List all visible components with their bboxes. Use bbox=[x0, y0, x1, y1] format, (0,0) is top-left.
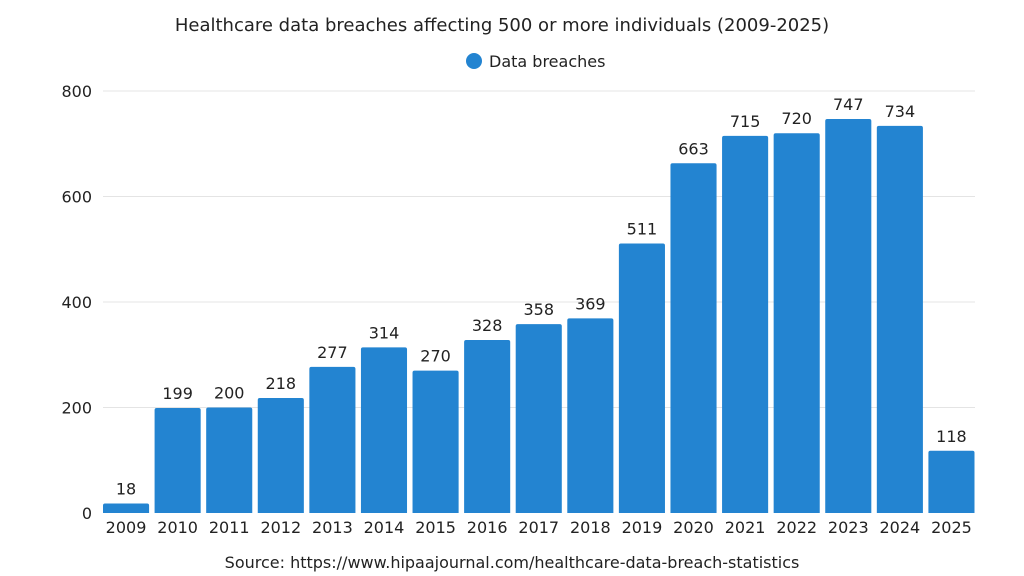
data-label: 200 bbox=[214, 384, 245, 403]
bar-2020 bbox=[670, 163, 717, 513]
data-label: 18 bbox=[116, 480, 136, 499]
x-tick-label: 2021 bbox=[725, 518, 766, 537]
bar-2016 bbox=[464, 339, 511, 513]
data-label: 328 bbox=[472, 316, 503, 335]
bar-2010 bbox=[154, 408, 201, 513]
bar-2018 bbox=[567, 318, 614, 513]
bar-2012 bbox=[257, 398, 304, 513]
data-label: 358 bbox=[523, 300, 554, 319]
legend-label: Data breaches bbox=[489, 52, 605, 71]
data-label: 118 bbox=[936, 427, 967, 446]
y-tick-label: 0 bbox=[82, 504, 92, 523]
x-tick-label: 2020 bbox=[673, 518, 714, 537]
bar-2017 bbox=[515, 324, 562, 513]
source-note: Source: https://www.hipaajournal.com/hea… bbox=[225, 553, 800, 572]
x-tick-label: 2019 bbox=[622, 518, 663, 537]
y-tick-label: 200 bbox=[61, 399, 92, 418]
data-label: 277 bbox=[317, 343, 348, 362]
data-label: 715 bbox=[730, 112, 761, 131]
data-label: 511 bbox=[627, 219, 658, 238]
bar-2015 bbox=[412, 370, 459, 513]
x-tick-label: 2016 bbox=[467, 518, 508, 537]
x-tick-label: 2022 bbox=[776, 518, 817, 537]
x-tick-label: 2015 bbox=[415, 518, 456, 537]
bar-2013 bbox=[309, 366, 356, 513]
bar-2019 bbox=[618, 243, 665, 513]
bar-2024 bbox=[876, 125, 923, 513]
x-tick-label: 2012 bbox=[260, 518, 301, 537]
data-label: 218 bbox=[266, 374, 297, 393]
x-tick-label: 2013 bbox=[312, 518, 353, 537]
x-tick-label: 2009 bbox=[106, 518, 147, 537]
data-label: 747 bbox=[833, 95, 864, 114]
y-tick-label: 600 bbox=[61, 188, 92, 207]
x-tick-label: 2010 bbox=[157, 518, 198, 537]
bar-2014 bbox=[360, 347, 408, 513]
data-label: 270 bbox=[420, 347, 451, 366]
x-tick-label: 2018 bbox=[570, 518, 611, 537]
x-tick-label: 2017 bbox=[518, 518, 559, 537]
y-tick-label: 400 bbox=[61, 293, 92, 312]
x-tick-label: 2025 bbox=[931, 518, 972, 537]
data-label: 199 bbox=[162, 384, 193, 403]
data-label: 369 bbox=[575, 294, 606, 313]
x-tick-label: 2011 bbox=[209, 518, 250, 537]
legend: Data breaches bbox=[466, 52, 605, 71]
x-tick-label: 2024 bbox=[880, 518, 921, 537]
bar-2022 bbox=[773, 133, 820, 513]
data-label: 314 bbox=[369, 323, 400, 342]
data-label: 734 bbox=[885, 102, 916, 121]
x-tick-label: 2023 bbox=[828, 518, 869, 537]
bar-2023 bbox=[825, 118, 872, 514]
bar-2009 bbox=[103, 503, 150, 513]
bar-2021 bbox=[722, 135, 769, 513]
legend-marker bbox=[466, 53, 482, 69]
y-tick-label: 800 bbox=[61, 82, 92, 101]
x-tick-label: 2014 bbox=[364, 518, 405, 537]
data-label: 663 bbox=[678, 139, 709, 158]
chart-title: Healthcare data breaches affecting 500 o… bbox=[175, 15, 829, 36]
bar-2025 bbox=[928, 450, 975, 513]
data-label: 720 bbox=[781, 109, 812, 128]
bar-2011 bbox=[206, 407, 253, 513]
